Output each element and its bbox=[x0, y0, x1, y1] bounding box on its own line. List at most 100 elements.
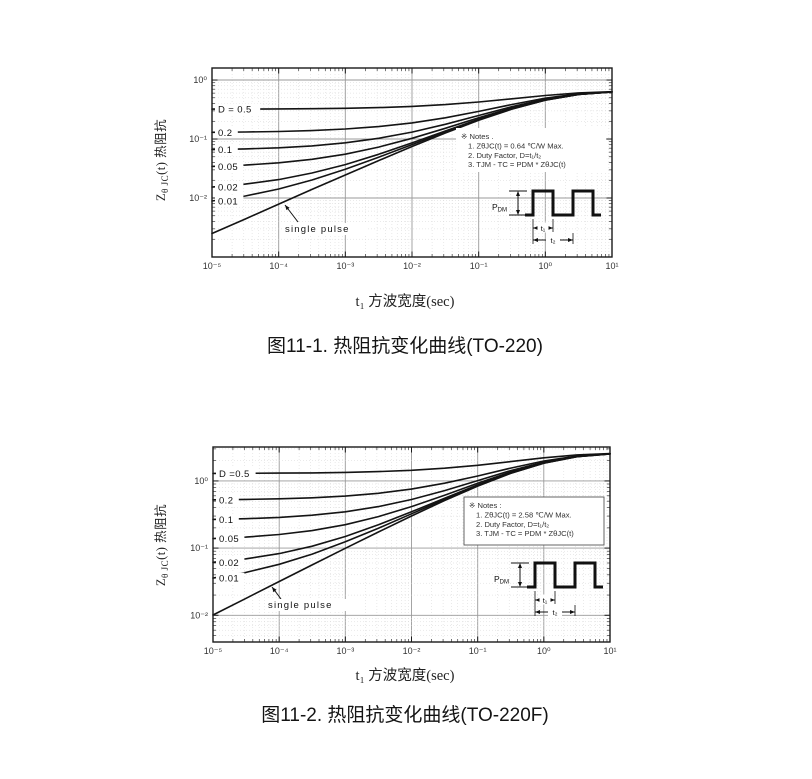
t1-label: t₁ bbox=[541, 224, 546, 233]
arrowhead-icon bbox=[516, 191, 520, 196]
curve-duty-label: 0.1 bbox=[219, 515, 233, 526]
notes-line: 3. TJM - TC = PDM * ZθJC(t) bbox=[476, 529, 574, 538]
y-axis-title: Zθ JC(t) 热阻抗 bbox=[150, 460, 170, 630]
y-axis-title-subscript: θ JC bbox=[159, 559, 170, 578]
curve-label-bg bbox=[215, 126, 238, 138]
curve-duty-label: 0.2 bbox=[219, 495, 233, 506]
curve-duty-label: 0.01 bbox=[218, 196, 238, 207]
arrowhead-icon bbox=[548, 226, 553, 230]
curve-label-bg bbox=[216, 494, 239, 506]
arrowhead-icon bbox=[535, 598, 540, 602]
curve-d-0.5 bbox=[212, 452, 611, 475]
curve-0.2 bbox=[212, 452, 611, 501]
figure-caption-to220: 图11-1. 热阻抗变化曲线(TO-220) bbox=[267, 336, 543, 357]
curve-duty-label: 0.02 bbox=[218, 183, 238, 194]
t1-label-bg bbox=[537, 222, 549, 233]
pdm-label: PDM bbox=[492, 202, 507, 214]
y-axis-title-text: (t) 热阻抗 bbox=[154, 503, 168, 560]
x-tick-label: 10⁻¹ bbox=[469, 646, 487, 656]
notes-panel bbox=[463, 496, 605, 546]
notes-line: 2. Duty Factor, D=t₁/t₂ bbox=[468, 151, 541, 160]
arrowhead-icon bbox=[533, 226, 538, 230]
x-axis-title: t₁ 方波宽度(sec) bbox=[355, 668, 455, 684]
x-tick-label: 10⁻³ bbox=[336, 261, 354, 271]
curve-label-bg bbox=[215, 144, 238, 156]
curve-label-bg bbox=[215, 103, 261, 115]
thermal-impedance-chart-to220f: 10⁻⁵ 10⁻⁴ 10⁻³ 10⁻² 10⁻¹ 10⁰ 10¹ 10⁰ 10⁻¹ 10⁻² D =… bbox=[190, 446, 617, 656]
x-tick-label: 10⁻⁴ bbox=[269, 261, 288, 271]
arrowhead-icon bbox=[518, 563, 522, 568]
pulse-waveform-diagram: PDM t₁ t₂ bbox=[494, 561, 603, 617]
curve-duty-label: 0.2 bbox=[218, 128, 232, 139]
figure-caption-to220f: 图11-2. 热阻抗变化曲线(TO-220F) bbox=[261, 705, 549, 726]
y-tick-label: 10⁻² bbox=[189, 193, 207, 203]
single-pulse-label: single pulse bbox=[268, 600, 333, 611]
y-axis-title-symbol: Z bbox=[154, 577, 168, 587]
curve-single-pulse bbox=[212, 453, 611, 616]
curve-d-0.5 bbox=[211, 90, 613, 110]
single-pulse-arrowhead bbox=[285, 205, 290, 211]
curve-label-bg bbox=[215, 181, 244, 193]
y-tick-label: 10⁰ bbox=[193, 75, 207, 85]
t1-label: t₁ bbox=[543, 596, 548, 605]
y-axis-title-symbol: Z bbox=[154, 192, 168, 202]
y-tick-label: 10⁻² bbox=[190, 610, 208, 620]
curve-single-pulse bbox=[211, 91, 613, 235]
curve-label-bg bbox=[216, 513, 239, 525]
y-axis-title: Zθ JC(t) 热阻抗 bbox=[150, 75, 170, 245]
curve-duty-label: D = 0.5 bbox=[218, 105, 252, 116]
single-pulse-label-bg bbox=[282, 223, 368, 235]
axis-ticks bbox=[212, 68, 612, 257]
y-tick-label: 10⁻¹ bbox=[189, 134, 207, 144]
notes-line: 1. ZθJC(t) = 0.64 ℃/W Max. bbox=[468, 141, 564, 150]
x-tick-label: 10¹ bbox=[603, 646, 616, 656]
x-tick-label: 10⁻⁴ bbox=[270, 646, 289, 656]
single-pulse-arrowhead bbox=[272, 587, 277, 593]
curve-duty-label: 0.01 bbox=[219, 574, 239, 585]
x-tick-label: 10¹ bbox=[605, 261, 618, 271]
x-tick-label: 10⁻² bbox=[403, 261, 421, 271]
pulse-waveform-diagram: PDM t₁ t₂ bbox=[492, 189, 601, 245]
t2-label-bg bbox=[546, 234, 560, 245]
thermal-impedance-chart-to220: 10⁻⁵ 10⁻⁴ 10⁻³ 10⁻² 10⁻¹ 10⁰ 10¹ 10⁰ 10⁻¹ 10⁻² D =… bbox=[189, 67, 619, 271]
arrowhead-icon bbox=[518, 582, 522, 587]
notes-line: 2. Duty Factor, D=t₁/t₂ bbox=[476, 520, 549, 529]
square-wave bbox=[527, 561, 603, 589]
arrowhead-icon bbox=[570, 610, 575, 614]
t1-label-bg bbox=[539, 594, 551, 605]
arrowhead-icon bbox=[568, 238, 573, 242]
x-tick-label: 10⁻⁵ bbox=[204, 646, 223, 656]
notes-line: ※ Notes : bbox=[469, 501, 502, 510]
curve-0.2 bbox=[211, 91, 613, 134]
t2-label: t₂ bbox=[551, 236, 556, 245]
curve-label-bg bbox=[215, 160, 244, 172]
y-tick-label: 10⁰ bbox=[194, 476, 208, 486]
arrowhead-icon bbox=[516, 210, 520, 215]
arrowhead-icon bbox=[533, 238, 538, 242]
axis-ticks bbox=[213, 447, 610, 642]
curve-duty-label: 0.1 bbox=[218, 145, 232, 156]
curve-label-bg bbox=[216, 533, 245, 545]
x-axis-title: t₁ 方波宽度(sec) bbox=[355, 294, 455, 310]
curves bbox=[212, 452, 611, 616]
curve-duty-label: D =0.5 bbox=[219, 469, 250, 480]
x-tick-label: 10⁻² bbox=[403, 646, 421, 656]
single-pulse-label: single pulse bbox=[285, 224, 350, 235]
y-axis-title-text: (t) 热阻抗 bbox=[154, 118, 168, 175]
curve-label-bg bbox=[216, 467, 256, 479]
x-tick-label: 10⁻¹ bbox=[470, 261, 488, 271]
curves bbox=[211, 90, 613, 235]
x-tick-label: 10⁰ bbox=[537, 646, 551, 656]
x-tick-label: 10⁻⁵ bbox=[203, 261, 222, 271]
curve-label-bg bbox=[215, 195, 244, 207]
y-axis-title-subscript: θ JC bbox=[159, 174, 170, 193]
y-tick-label: 10⁻¹ bbox=[190, 543, 208, 553]
curve-label-bg bbox=[216, 572, 245, 584]
curve-duty-label: 0.05 bbox=[218, 162, 238, 173]
x-tick-label: 10⁻³ bbox=[336, 646, 354, 656]
curve-duty-label: 0.02 bbox=[219, 558, 239, 569]
arrowhead-icon bbox=[550, 598, 555, 602]
t2-label-bg bbox=[548, 606, 562, 617]
notes-panel bbox=[456, 128, 606, 172]
